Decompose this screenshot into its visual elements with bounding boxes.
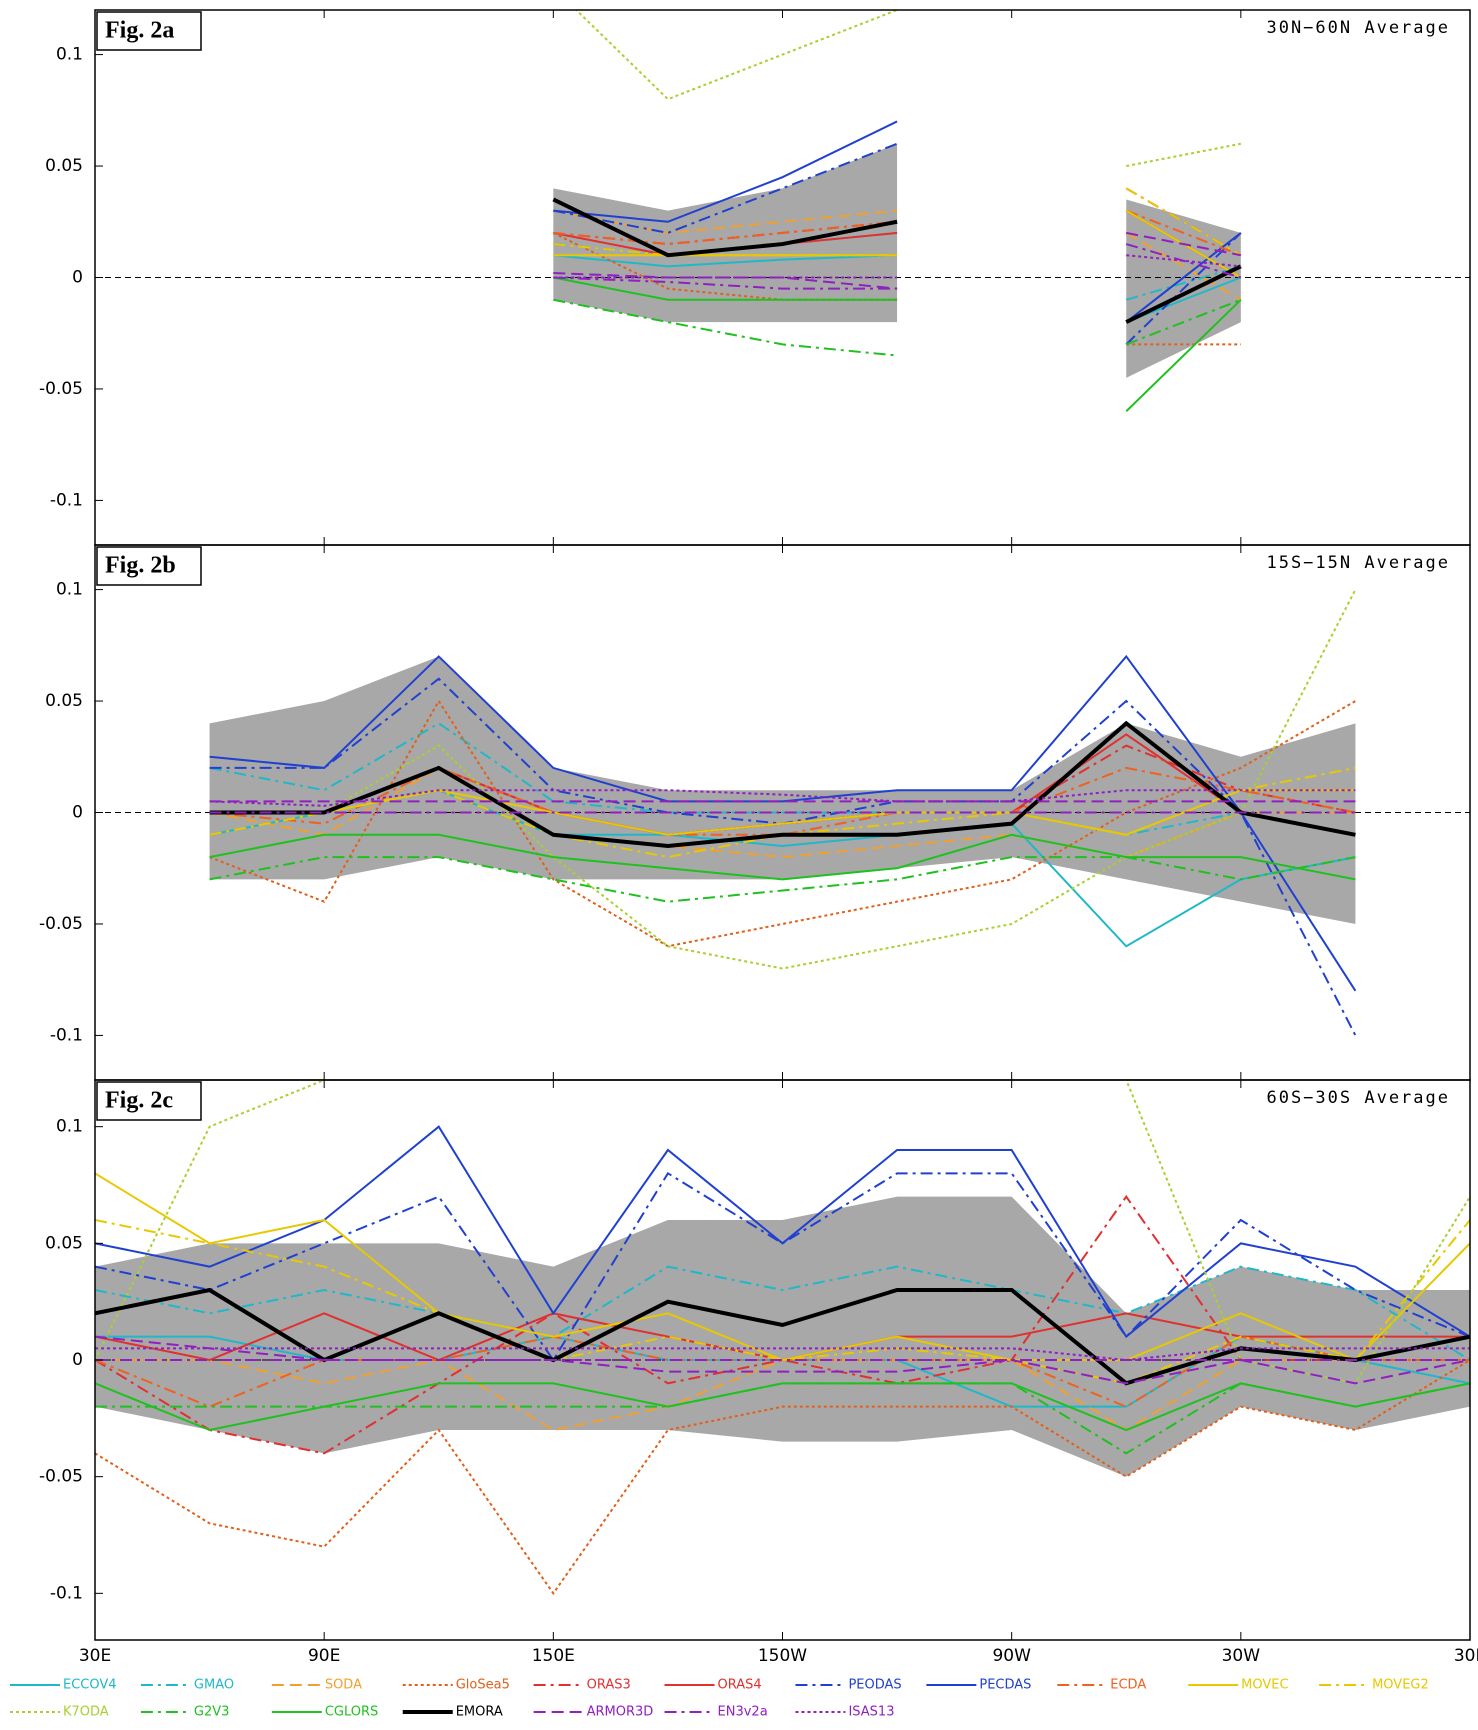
series-line [95, 1335, 1470, 1385]
panel-title: 30N−60N Average [1266, 18, 1450, 38]
series-line [552, 197, 1242, 324]
panel-title: 60S−30S Average [1266, 1088, 1450, 1108]
x-tick-label: 30E [79, 1646, 111, 1666]
plot-area [95, 589, 1470, 1036]
x-tick-label: 150E [532, 1646, 575, 1666]
series-line [209, 833, 1356, 881]
legend-label: MOVEG2 [1372, 1678, 1429, 1693]
legend-label: G2V3 [194, 1705, 230, 1720]
legend-label: MOVEC [1241, 1678, 1288, 1693]
legend-label: GloSea5 [456, 1678, 510, 1693]
series-line [553, 209, 1242, 257]
figure-label: Fig. 2a [105, 18, 174, 44]
legend-label: K7ODA [63, 1705, 109, 1720]
y-tick-label: 0 [72, 1350, 83, 1370]
series-line [209, 766, 1356, 859]
series-line [552, 232, 1241, 346]
plot-area [95, 1080, 1470, 1596]
series-line [574, 10, 1242, 168]
legend-label: PECDAS [979, 1678, 1031, 1693]
series-line [209, 722, 1356, 836]
legend-label: ORAS3 [587, 1678, 631, 1693]
series-line [95, 1382, 1470, 1432]
y-tick-label: 0.05 [45, 691, 83, 711]
series-line [553, 231, 1242, 290]
series-line [209, 654, 1357, 992]
series-line [553, 276, 1242, 412]
legend-label: ECDA [1110, 1678, 1146, 1693]
x-tick-label: 30E [1454, 1646, 1478, 1666]
series-line [209, 720, 1356, 848]
legend-label: ECCOV4 [63, 1678, 117, 1693]
y-tick-label: -0.1 [50, 490, 83, 510]
y-tick-label: 0.1 [56, 45, 83, 65]
series-line [553, 298, 1242, 357]
y-tick-label: -0.05 [39, 914, 83, 934]
legend-label: ISAS13 [848, 1705, 894, 1720]
y-tick-label: -0.05 [39, 379, 83, 399]
x-tick-label: 30W [1222, 1646, 1261, 1666]
figure-label-box [96, 1081, 202, 1121]
legend-label: PEODAS [848, 1678, 901, 1693]
series-line [209, 789, 1356, 807]
series-line [95, 1359, 1470, 1596]
figure-label: Fig. 2b [105, 553, 176, 579]
series-line [95, 1219, 1470, 1385]
figure-label: Fig. 2c [105, 1088, 173, 1114]
legend-label: SODA [325, 1678, 362, 1693]
series-line [553, 187, 1242, 257]
panel-title: 15S−15N Average [1266, 553, 1450, 573]
figure-label-box [96, 11, 202, 51]
y-tick-label: 0.1 [56, 1117, 83, 1137]
legend-label: EN3v2a [718, 1705, 768, 1720]
legend-label: ARMOR3D [587, 1705, 654, 1720]
y-tick-label: 0.05 [45, 1233, 83, 1253]
figure-label-box [96, 546, 202, 586]
legend-label: ORAS4 [718, 1678, 762, 1693]
series-line [95, 1172, 1470, 1362]
legend-label: CGLORS [325, 1705, 378, 1720]
y-tick-label: 0 [72, 268, 83, 288]
series-line [209, 856, 1356, 903]
spread-band [553, 143, 1241, 378]
y-tick-label: -0.1 [50, 1583, 83, 1603]
y-tick-label: -0.05 [39, 1467, 83, 1487]
y-tick-label: 0.1 [56, 580, 83, 600]
series-line [95, 1347, 1470, 1362]
series-line [209, 766, 1356, 836]
series-line [209, 589, 1357, 970]
y-tick-label: -0.1 [50, 1025, 83, 1045]
x-tick-label: 90W [992, 1646, 1031, 1666]
series-line [95, 1265, 1470, 1361]
plot-area [95, 10, 1470, 412]
series-line [209, 699, 1356, 948]
legend-label: GMAO [194, 1678, 234, 1693]
x-tick-label: 90E [308, 1646, 340, 1666]
series-line [553, 243, 1242, 290]
y-tick-label: 0 [72, 803, 83, 823]
series-line [553, 254, 1241, 279]
x-tick-label: 150W [758, 1646, 807, 1666]
legend-label: EMORA [456, 1705, 503, 1720]
y-tick-label: 0.05 [45, 156, 83, 176]
